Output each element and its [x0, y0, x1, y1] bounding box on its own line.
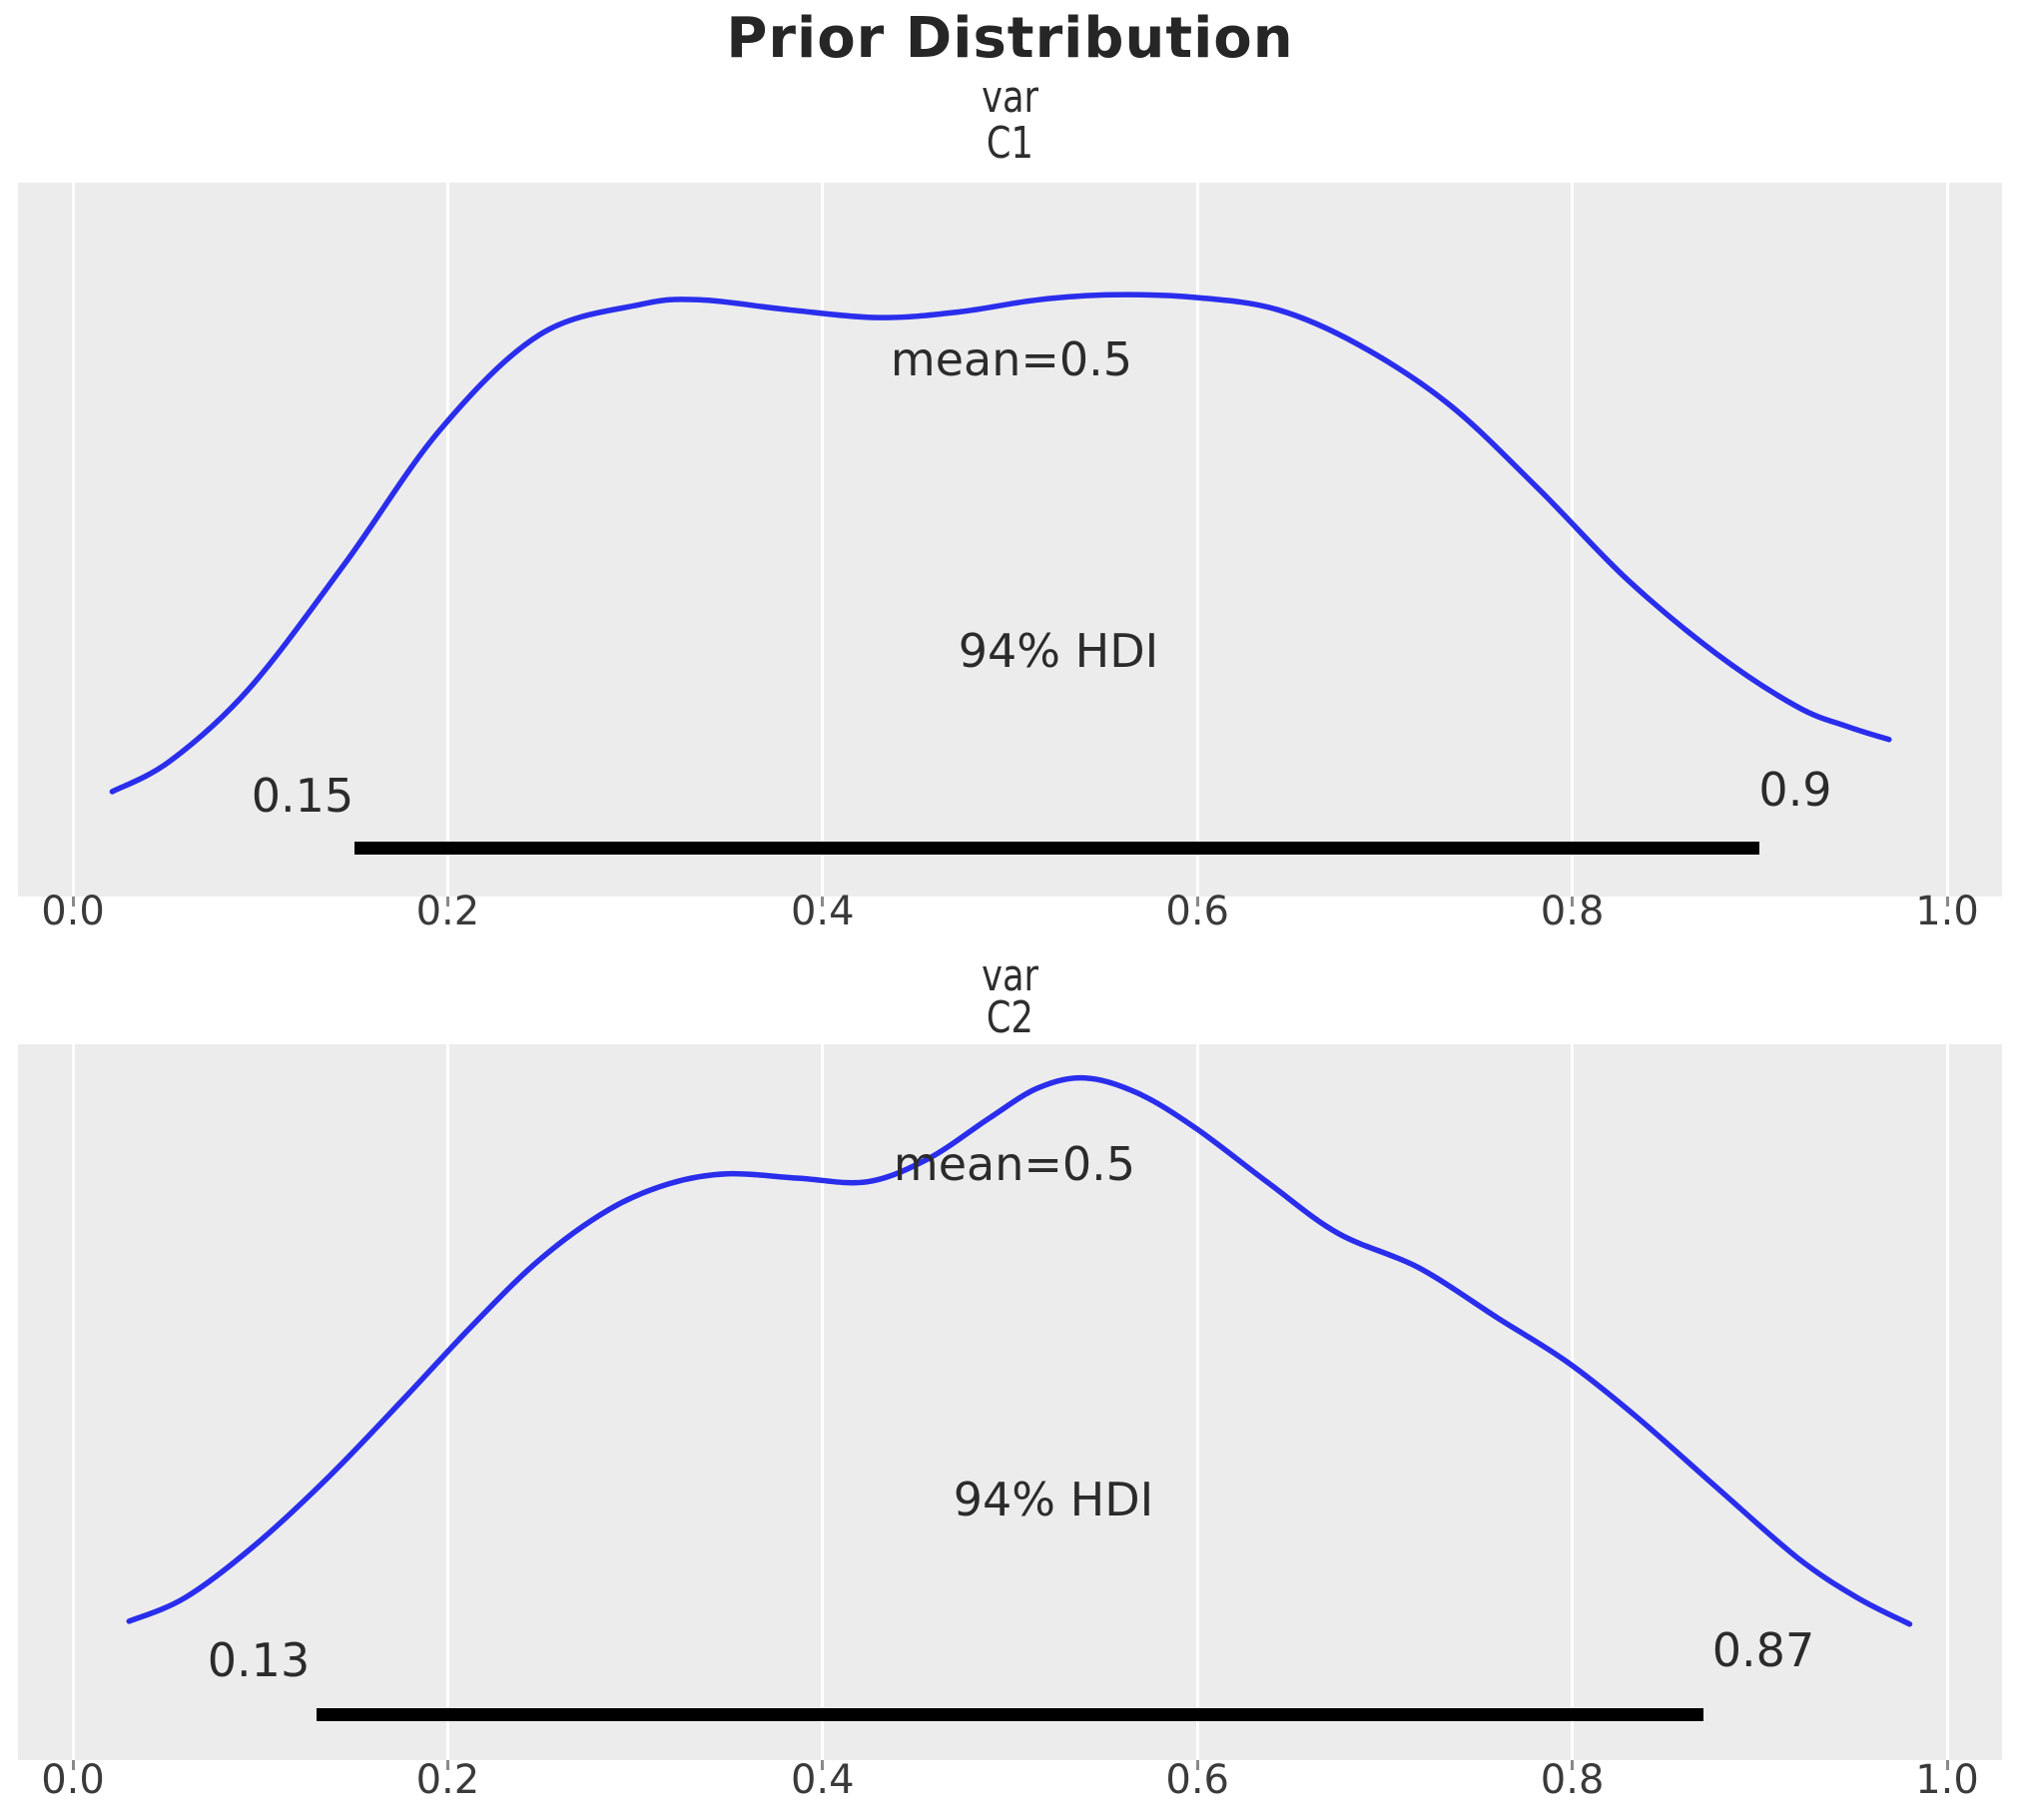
subplot1-hdi-low-value: 0.15: [251, 769, 354, 823]
kde-curve-path-c2: [126, 1074, 1913, 1627]
x-gridline: [1571, 183, 1575, 897]
subplot1-hdi-interval-line: [353, 842, 1760, 855]
x-gridline: [71, 183, 75, 897]
x-tick-label: 0.4: [790, 889, 855, 934]
subplot2-var-text: var: [982, 950, 1038, 1001]
x-tick-label: 0.0: [41, 1757, 105, 1803]
x-tick-label: 0.0: [41, 889, 105, 934]
subplot2-kde-curve: [126, 1074, 1913, 1627]
subplot2-mean-annotation: mean=0.5: [893, 1137, 1136, 1191]
subplot1-plot-area: mean=0.5 94% HDI 0.15 0.9: [18, 183, 2002, 897]
subplot1-hdi-annotation: 94% HDI: [958, 624, 1159, 678]
x-tick-mark: [1571, 897, 1575, 907]
x-tick-label: 0.6: [1165, 1757, 1229, 1803]
x-gridline: [821, 183, 825, 897]
x-tick-mark: [445, 897, 449, 907]
x-tick-label: 0.2: [415, 889, 480, 934]
subplot1-name-text: C1: [987, 118, 1033, 169]
x-tick-label: 1.0: [1915, 1757, 1979, 1803]
kde-curve-path-c1: [109, 292, 1892, 795]
x-tick-mark: [1195, 1760, 1199, 1770]
x-tick-mark: [71, 897, 75, 907]
x-gridline: [1945, 183, 1949, 897]
subplot1-mean-annotation: mean=0.5: [890, 332, 1133, 386]
subplot2-hdi-high-value: 0.87: [1711, 1623, 1815, 1677]
subplot2-hdi-low-value: 0.13: [207, 1633, 311, 1687]
x-tick-mark: [1945, 897, 1949, 907]
x-tick-mark: [1571, 1760, 1575, 1770]
subplot1-name-label: C1: [0, 122, 2020, 166]
x-tick-mark: [1195, 897, 1199, 907]
x-gridline: [1195, 183, 1199, 897]
subplot2-hdi-annotation: 94% HDI: [953, 1473, 1154, 1526]
subplot2-name-text: C2: [987, 992, 1033, 1043]
x-tick-mark: [1945, 1760, 1949, 1770]
x-gridline: [821, 1044, 825, 1760]
x-tick-label: 0.8: [1540, 889, 1605, 934]
subplot2-hdi-interval-line: [317, 1708, 1703, 1721]
x-tick-label: 0.8: [1540, 1757, 1605, 1803]
x-gridline: [445, 183, 449, 897]
subplot1-hdi-high-value: 0.9: [1758, 763, 1832, 817]
x-gridline: [1195, 1044, 1199, 1760]
figure-title: Prior Distribution: [726, 6, 1294, 71]
x-gridline: [445, 1044, 449, 1760]
x-tick-mark: [71, 1760, 75, 1770]
subplot2-name-label: C2: [0, 996, 2020, 1040]
x-tick-mark: [821, 1760, 825, 1770]
x-tick-mark: [821, 897, 825, 907]
x-tick-label: 0.2: [415, 1757, 480, 1803]
subplot1-var-label: var: [0, 76, 2020, 120]
subplot2-plot-area: mean=0.5 94% HDI 0.13 0.87: [18, 1044, 2002, 1760]
x-gridline: [1945, 1044, 1949, 1760]
subplot1-kde-curve: [109, 292, 1892, 795]
x-tick-mark: [445, 1760, 449, 1770]
subplot1-var-text: var: [982, 72, 1038, 123]
x-gridline: [1571, 1044, 1575, 1760]
x-tick-label: 0.6: [1165, 889, 1229, 934]
x-gridline: [71, 1044, 75, 1760]
subplot2-var-label: var: [0, 954, 2020, 998]
x-tick-label: 0.4: [790, 1757, 855, 1803]
x-tick-label: 1.0: [1915, 889, 1979, 934]
